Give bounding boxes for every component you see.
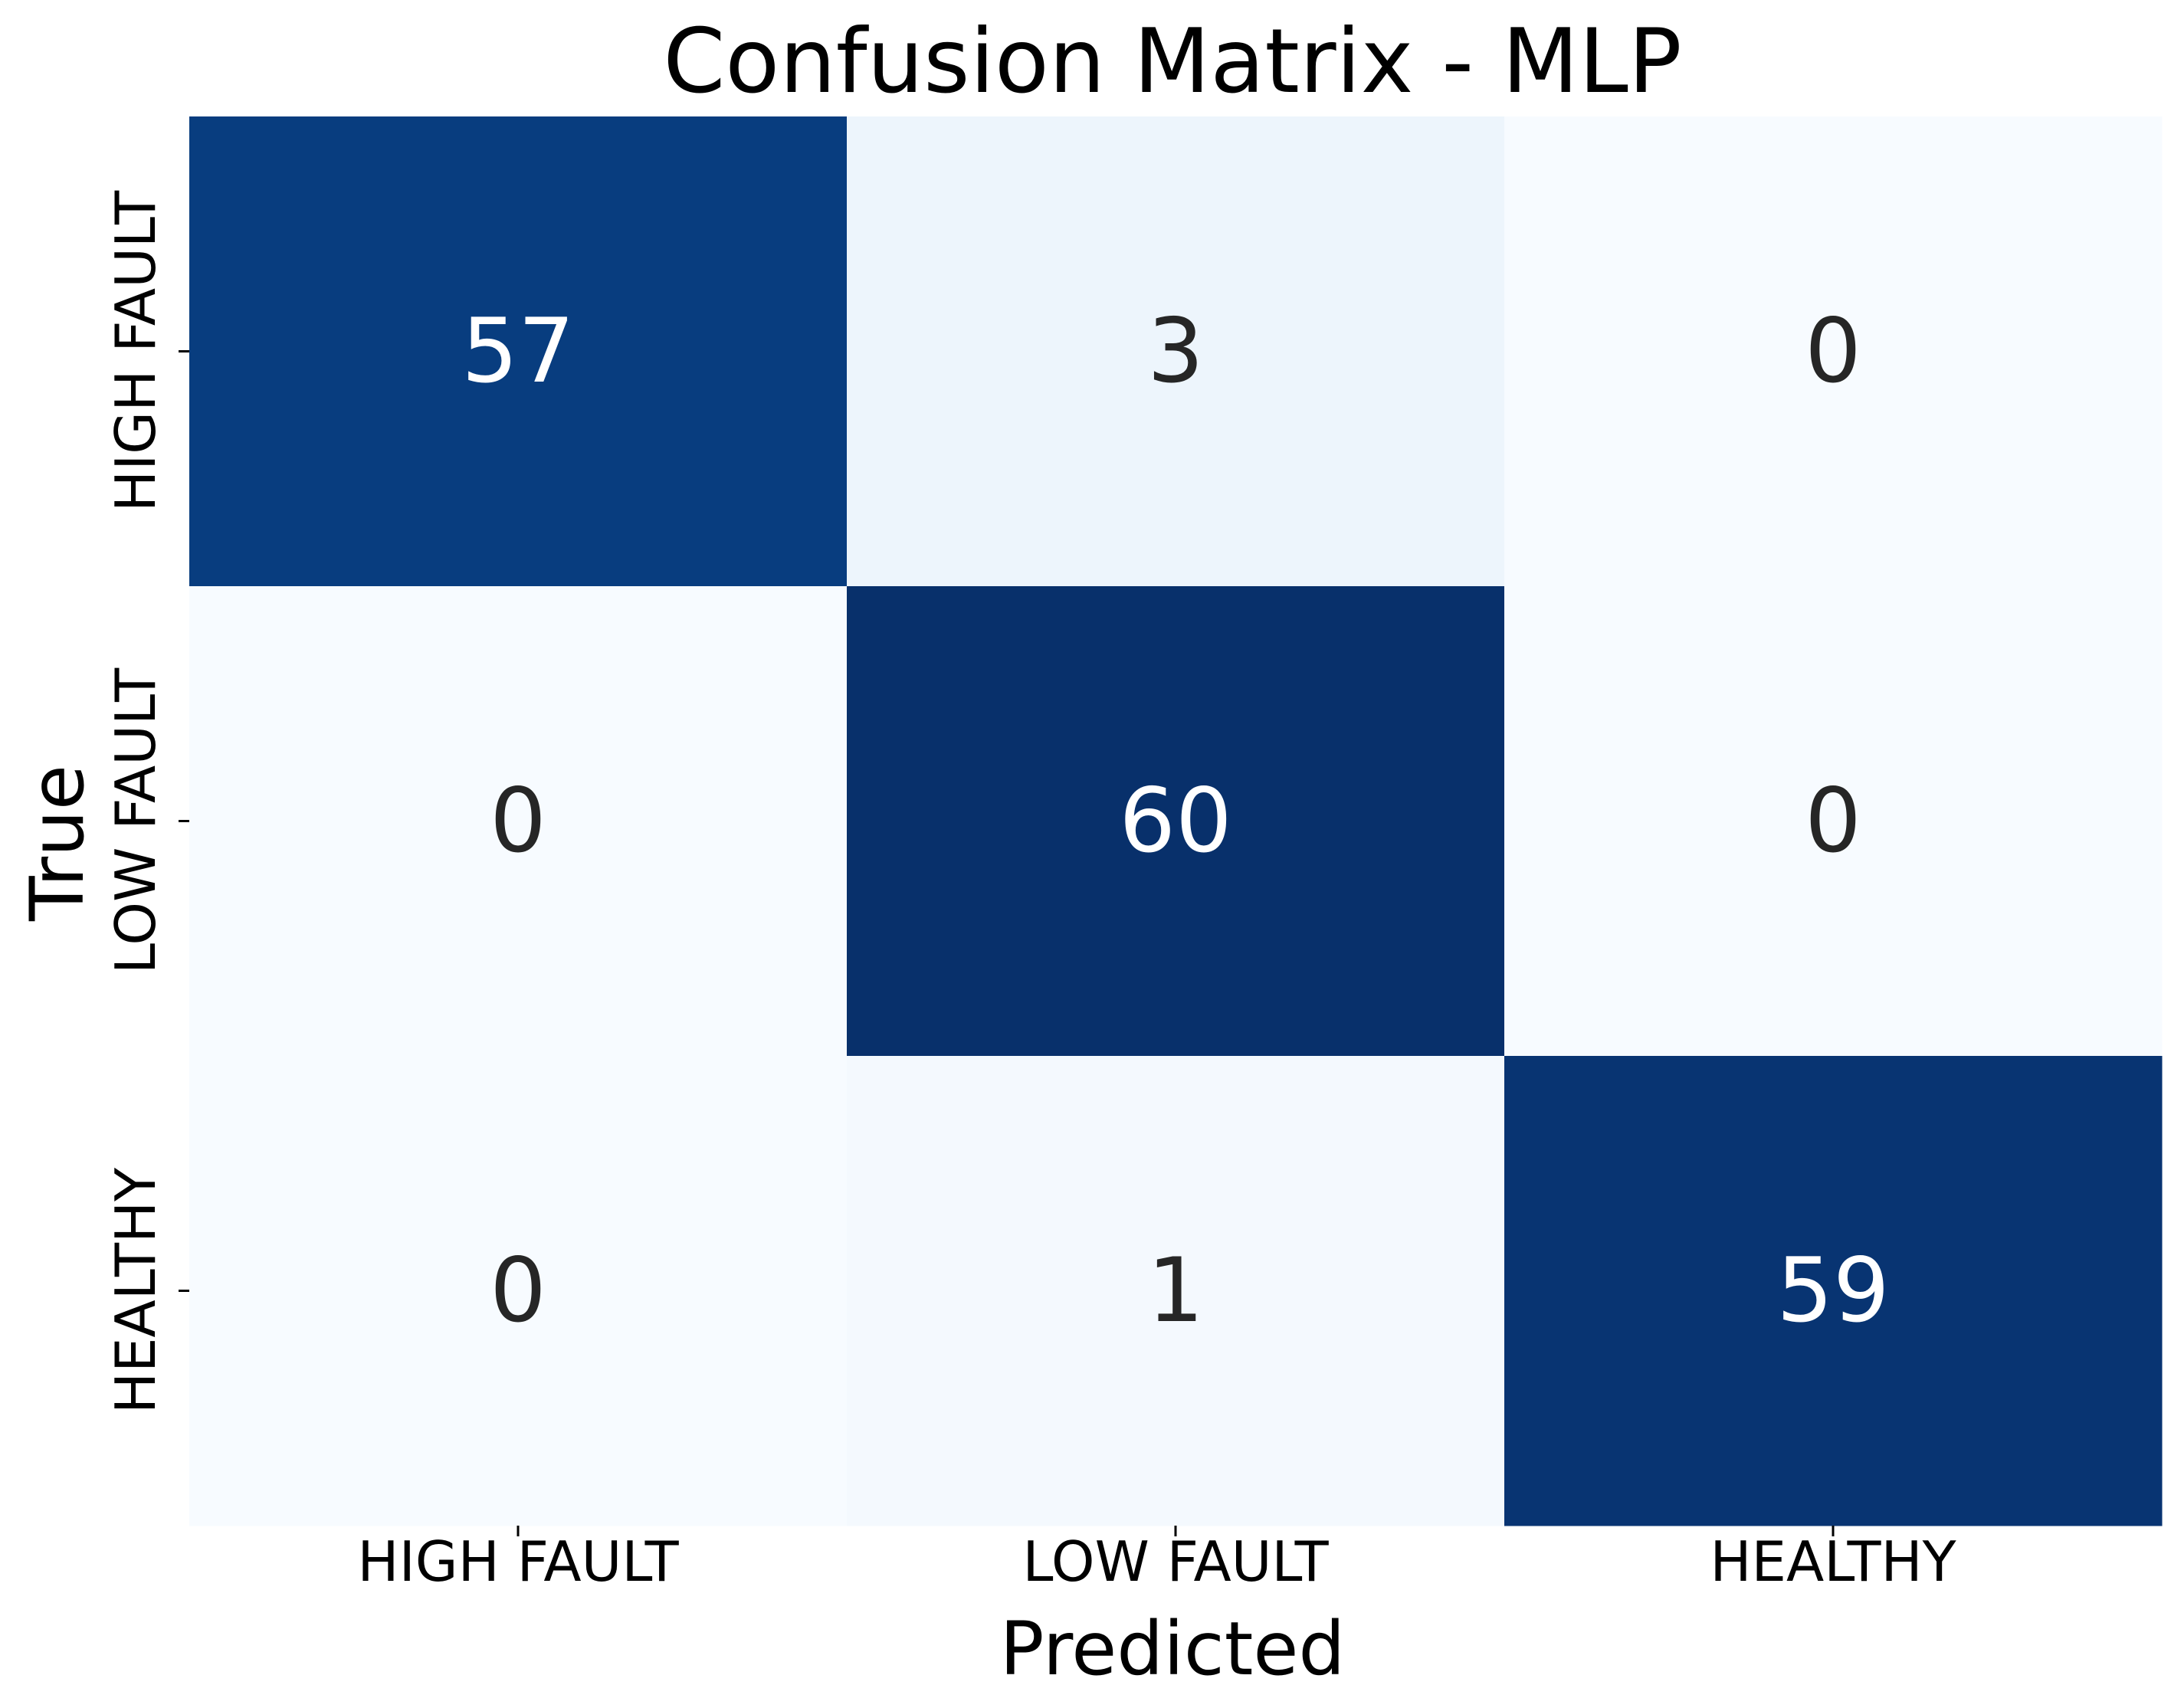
cell-value-1-2: 0 xyxy=(1805,769,1861,873)
heatmap-cell-2-0 xyxy=(189,1056,848,1526)
heatmap-cell-1-1 xyxy=(847,586,1505,1057)
x-tick-label-1: LOW FAULT xyxy=(1022,1529,1329,1594)
cell-value-1-1: 60 xyxy=(1119,769,1232,873)
heatmap-cell-0-1 xyxy=(847,116,1505,587)
y-tick-label-2: HEALTHY xyxy=(103,1167,168,1414)
heatmap-cell-2-1 xyxy=(847,1056,1505,1526)
cell-value-2-2: 59 xyxy=(1776,1239,1890,1342)
heatmap-cell-2-2 xyxy=(1504,1056,2163,1526)
y-tick-label-1: LOW FAULT xyxy=(103,667,168,974)
x-tick-label-2: HEALTHY xyxy=(1710,1529,1956,1594)
y-tick-label-0: HIGH FAULT xyxy=(103,190,168,512)
cell-value-0-0: 57 xyxy=(461,300,575,403)
x-tick-label-0: HIGH FAULT xyxy=(357,1529,679,1594)
x-axis-label: Predicted xyxy=(1000,1606,1346,1692)
heatmap-cell-0-0 xyxy=(189,116,848,587)
heatmap-cell-0-2 xyxy=(1504,116,2163,587)
chart-title: Confusion Matrix - MLP xyxy=(663,10,1681,113)
cell-value-2-1: 1 xyxy=(1147,1239,1204,1342)
heatmap-cells: 57 3 0 0 60 0 0 1 59 xyxy=(189,116,2163,1526)
cell-value-0-1: 3 xyxy=(1147,300,1204,403)
cell-value-1-0: 0 xyxy=(490,769,546,873)
x-axis-ticks: HIGH FAULT LOW FAULT HEALTHY xyxy=(357,1526,1957,1594)
heatmap-cell-1-0 xyxy=(189,586,848,1057)
y-axis-label: True xyxy=(15,765,100,922)
cell-value-0-2: 0 xyxy=(1805,300,1861,403)
heatmap-cell-1-2 xyxy=(1504,586,2163,1057)
y-axis-ticks: HIGH FAULT LOW FAULT HEALTHY xyxy=(103,190,189,1414)
cell-value-2-0: 0 xyxy=(490,1239,546,1342)
